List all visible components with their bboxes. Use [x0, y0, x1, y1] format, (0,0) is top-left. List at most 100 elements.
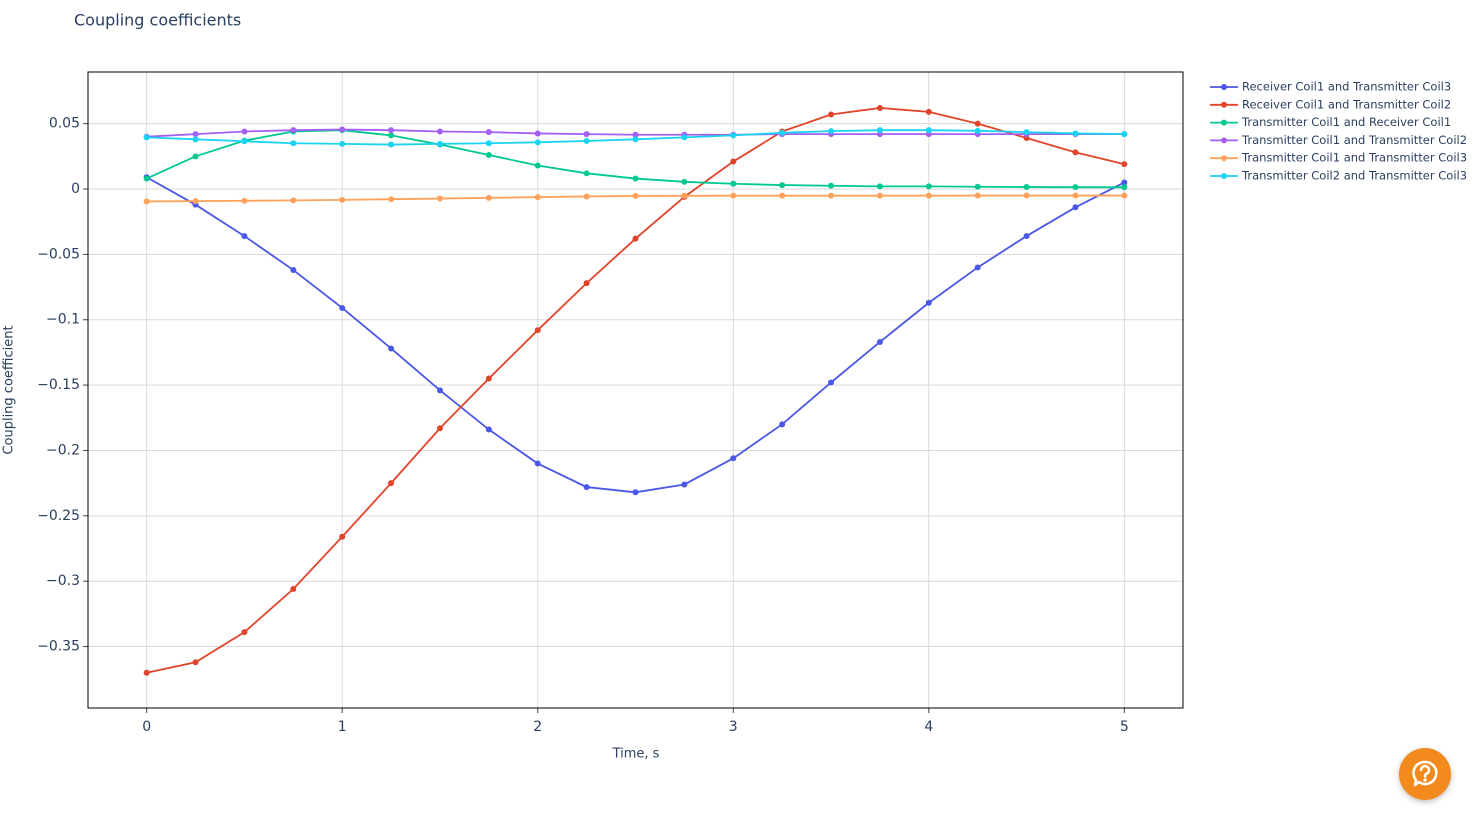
data-point — [925, 192, 932, 199]
legend-marker — [1221, 101, 1227, 108]
data-point — [779, 129, 786, 136]
data-point — [925, 299, 932, 306]
data-point — [730, 192, 737, 199]
data-point — [485, 140, 492, 147]
legend-label: Receiver Coil1 and Transmitter Coil3 — [1242, 80, 1451, 94]
data-point — [534, 460, 541, 467]
data-point — [779, 192, 786, 199]
data-point — [485, 194, 492, 201]
data-point — [192, 659, 199, 666]
data-point — [290, 127, 297, 134]
y-tick-label: −0.2 — [46, 442, 80, 458]
y-axis-label: Coupling coefficient — [2, 325, 17, 454]
data-point — [436, 128, 443, 135]
data-point — [730, 132, 737, 139]
data-point — [925, 108, 932, 115]
data-point — [1121, 192, 1128, 199]
data-point — [241, 629, 248, 636]
data-point — [730, 455, 737, 462]
y-tick-label: 0 — [71, 181, 80, 197]
data-point — [436, 425, 443, 432]
data-point — [241, 138, 248, 145]
data-point — [534, 139, 541, 146]
data-point — [534, 327, 541, 334]
data-point — [1121, 179, 1128, 186]
plot-frame — [87, 71, 1184, 709]
data-point — [143, 198, 150, 205]
data-point — [779, 421, 786, 428]
x-tick-label: 2 — [533, 719, 542, 735]
data-point — [583, 280, 590, 287]
data-point — [974, 264, 981, 271]
data-point — [583, 170, 590, 177]
data-point — [730, 158, 737, 165]
legend-label: Transmitter Coil2 and Transmitter Coil3 — [1241, 169, 1467, 183]
data-point — [583, 131, 590, 138]
x-tick-label: 5 — [1120, 719, 1129, 735]
data-point — [485, 375, 492, 382]
help-button[interactable] — [1399, 748, 1451, 800]
data-point — [828, 182, 835, 189]
data-point — [1072, 204, 1079, 211]
data-point — [925, 183, 932, 190]
data-point — [583, 138, 590, 145]
data-point — [534, 162, 541, 169]
data-point — [192, 131, 199, 138]
data-point — [388, 141, 395, 148]
data-point — [1023, 192, 1030, 199]
data-point — [290, 197, 297, 204]
data-point — [290, 267, 297, 274]
y-tick-label: −0.35 — [37, 639, 80, 655]
data-point — [339, 196, 346, 203]
data-point — [485, 129, 492, 136]
data-point — [143, 134, 150, 141]
data-point — [388, 196, 395, 203]
data-point — [974, 183, 981, 190]
data-point — [974, 192, 981, 199]
x-tick-label: 1 — [338, 719, 347, 735]
legend-label: Transmitter Coil1 and Transmitter Coil2 — [1241, 133, 1467, 147]
help-icon — [1412, 760, 1438, 787]
legend-marker — [1221, 173, 1227, 179]
data-point — [1072, 130, 1079, 137]
data-point — [339, 304, 346, 311]
data-point — [632, 175, 639, 182]
data-point — [1072, 149, 1079, 156]
legend-label: Transmitter Coil1 and Transmitter Coil3 — [1241, 151, 1467, 165]
data-point — [730, 180, 737, 187]
legend-item: Transmitter Coil1 and Transmitter Coil2 — [1210, 133, 1467, 147]
legend-item: Receiver Coil1 and Transmitter Coil2 — [1210, 97, 1451, 111]
y-tick-label: −0.25 — [37, 508, 80, 524]
series-line — [146, 176, 1125, 494]
data-point — [339, 533, 346, 540]
data-point — [143, 669, 150, 676]
data-point — [681, 134, 688, 141]
data-point — [1121, 131, 1128, 138]
chart-title: Coupling coefficients — [74, 11, 241, 30]
data-point — [339, 140, 346, 147]
data-point — [1023, 233, 1030, 240]
data-point — [241, 197, 248, 204]
data-point — [925, 127, 932, 134]
data-point — [388, 480, 395, 487]
data-point — [583, 193, 590, 200]
x-axis-label: Time, s — [612, 747, 660, 762]
legend-marker — [1221, 119, 1227, 126]
data-point — [290, 586, 297, 593]
data-point — [828, 192, 835, 199]
data-point — [1023, 129, 1030, 136]
data-point — [241, 233, 248, 240]
data-point — [583, 484, 590, 491]
data-point — [192, 136, 199, 143]
legend-item: Transmitter Coil1 and Transmitter Coil3 — [1210, 151, 1467, 165]
data-point — [192, 153, 199, 160]
data-point — [1072, 184, 1079, 191]
data-point — [388, 127, 395, 134]
data-point — [876, 183, 883, 190]
y-tick-label: 0.05 — [49, 116, 80, 132]
legend-label: Receiver Coil1 and Transmitter Coil2 — [1242, 97, 1451, 111]
legend-label: Transmitter Coil1 and Receiver Coil1 — [1241, 115, 1451, 129]
data-point — [534, 130, 541, 137]
legend-item: Transmitter Coil1 and Receiver Coil1 — [1210, 115, 1451, 129]
